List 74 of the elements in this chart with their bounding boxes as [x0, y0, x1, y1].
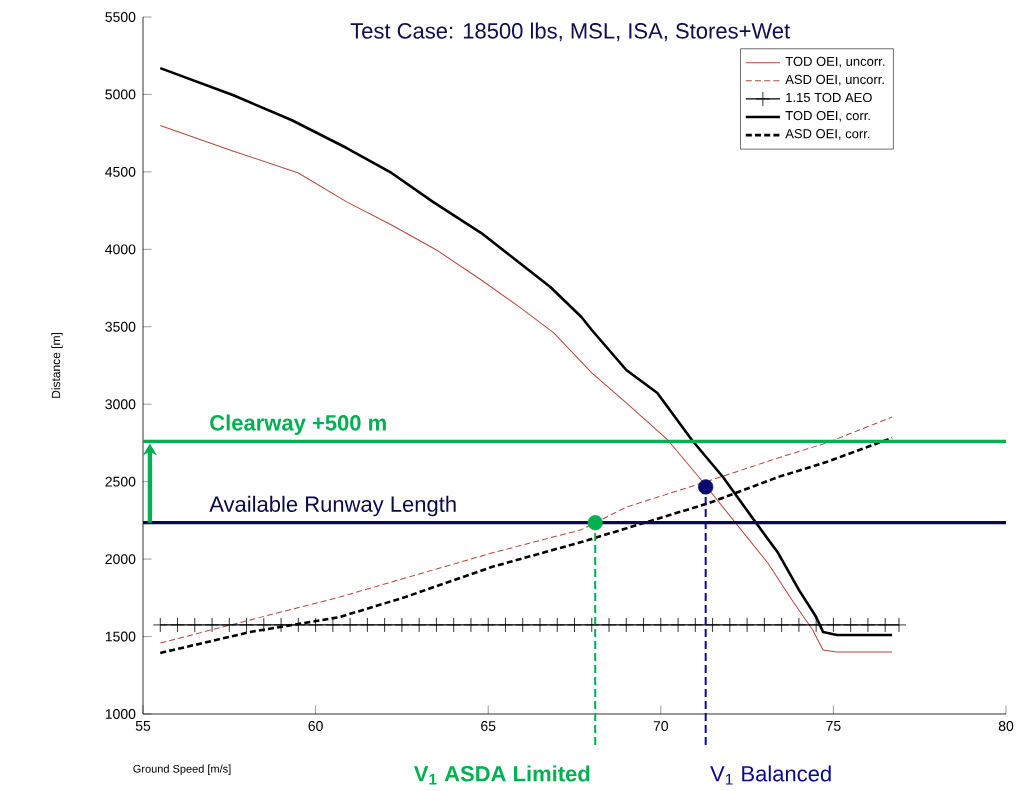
- point: [808, 617, 824, 633]
- x-tick-label: 60: [308, 721, 323, 731]
- point: [653, 617, 669, 633]
- point: [446, 617, 462, 633]
- point: [325, 617, 341, 633]
- point: [722, 617, 738, 633]
- point: [843, 617, 859, 633]
- point: [394, 617, 410, 633]
- point: [463, 617, 479, 633]
- y-tick-label: 2500: [105, 476, 136, 487]
- point: [515, 617, 531, 633]
- y-tick-label: 4000: [105, 244, 136, 255]
- point: [256, 617, 272, 633]
- legend-label: ASD OEI, uncorr.: [785, 74, 884, 86]
- point: [239, 617, 254, 633]
- point: [687, 617, 703, 633]
- y-tick-label: 5500: [105, 12, 136, 22]
- point: [756, 617, 772, 633]
- point: [549, 617, 565, 633]
- x-tick-label: 70: [653, 721, 669, 731]
- point: [877, 617, 893, 633]
- y-tick-label: 1500: [105, 631, 136, 642]
- x-tick-label: 80: [998, 721, 1014, 731]
- point: [636, 617, 651, 633]
- point: [891, 617, 907, 633]
- point: [377, 617, 393, 633]
- point: [204, 617, 220, 633]
- legend-label: TOD OEI, uncorr.: [785, 56, 885, 68]
- point: [601, 617, 617, 633]
- point: [273, 617, 289, 633]
- point: [480, 617, 496, 633]
- point: [342, 617, 358, 633]
- legend-label: 1.15 TOD AEO: [786, 92, 872, 103]
- x-tick-label: 65: [481, 721, 496, 731]
- point: [618, 617, 634, 633]
- point: [587, 515, 603, 531]
- point: [860, 617, 876, 633]
- point: [705, 617, 720, 633]
- point: [221, 617, 237, 633]
- point: [774, 617, 790, 633]
- point: [152, 617, 168, 633]
- legend-label: ASD OEI, corr.: [785, 129, 870, 140]
- y-tick-label: 5000: [105, 89, 136, 100]
- x-axis-title: Ground Speed [m/s]: [133, 764, 231, 775]
- ref-line-label: Available Runway Length: [209, 495, 456, 517]
- y-tick-label: 3000: [105, 399, 136, 410]
- legend-label: TOD OEI, corr.: [785, 111, 870, 122]
- y-tick-label: 3500: [105, 321, 136, 332]
- y-tick-label: 4500: [105, 166, 136, 177]
- point: [567, 617, 582, 633]
- point: [826, 617, 841, 633]
- x-tick-label: 75: [826, 721, 841, 731]
- point: [791, 617, 807, 633]
- y-axis-title: Distance [m]: [51, 333, 63, 398]
- point: [670, 617, 686, 633]
- chart-title: Test Case: 18500 lbs, MSL, ISA, Stores+Wet: [350, 22, 791, 42]
- point: [698, 479, 714, 495]
- ref-line-label: V$_{1}$ Balanced: [710, 765, 831, 785]
- y-tick-label: 1000: [105, 709, 136, 719]
- x-tick-label: 55: [135, 721, 151, 731]
- point: [498, 617, 513, 633]
- point: [170, 617, 185, 633]
- y-tick-label: 2000: [105, 554, 136, 565]
- point: [359, 617, 375, 633]
- point: [739, 617, 755, 633]
- point: [584, 617, 600, 633]
- ref-line-label: V$_{1}$ ASDA Limited: [413, 765, 590, 785]
- point: [429, 617, 444, 633]
- ref-line-label: Clearway +500 m: [210, 414, 386, 435]
- point: [290, 617, 306, 633]
- point: [411, 617, 427, 633]
- point: [187, 617, 203, 633]
- point: [532, 617, 548, 633]
- point: [308, 617, 324, 633]
